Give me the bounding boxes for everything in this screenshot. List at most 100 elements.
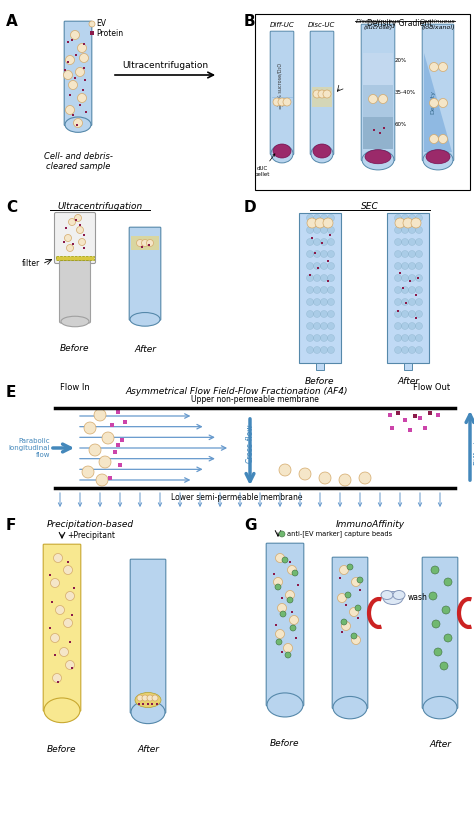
Circle shape: [323, 218, 333, 228]
Ellipse shape: [423, 150, 453, 170]
Text: Density: Density: [430, 90, 436, 114]
Circle shape: [416, 286, 422, 294]
Circle shape: [409, 251, 416, 257]
Circle shape: [432, 620, 440, 628]
Circle shape: [416, 262, 422, 270]
Circle shape: [320, 251, 328, 257]
Text: dUC
pellet: dUC pellet: [255, 154, 275, 177]
Circle shape: [307, 238, 313, 246]
Circle shape: [429, 63, 438, 71]
Circle shape: [341, 619, 347, 625]
Circle shape: [416, 251, 422, 257]
Text: wash: wash: [408, 594, 428, 603]
Circle shape: [307, 310, 313, 318]
Text: D: D: [244, 200, 256, 215]
Circle shape: [403, 218, 413, 228]
Circle shape: [65, 55, 74, 65]
Text: A: A: [6, 14, 18, 29]
Circle shape: [394, 238, 401, 246]
Circle shape: [152, 695, 158, 701]
Text: B: B: [244, 14, 255, 29]
Text: After: After: [137, 745, 159, 754]
Circle shape: [307, 262, 313, 270]
Circle shape: [320, 347, 328, 353]
Text: Discontinuous: Discontinuous: [356, 19, 400, 24]
Circle shape: [313, 238, 320, 246]
Circle shape: [352, 635, 361, 644]
Circle shape: [320, 299, 328, 305]
Text: Flow In: Flow In: [60, 383, 90, 392]
Circle shape: [320, 334, 328, 342]
Circle shape: [416, 347, 422, 353]
Circle shape: [394, 334, 401, 342]
Text: C: C: [6, 200, 17, 215]
Bar: [363, 117, 393, 149]
Circle shape: [409, 214, 416, 222]
Circle shape: [416, 310, 422, 318]
Circle shape: [55, 605, 64, 614]
Ellipse shape: [131, 700, 165, 724]
Ellipse shape: [365, 150, 391, 164]
Circle shape: [288, 566, 297, 575]
Circle shape: [287, 597, 293, 603]
Circle shape: [320, 262, 328, 270]
Circle shape: [64, 70, 73, 79]
Circle shape: [299, 468, 311, 480]
Circle shape: [337, 594, 346, 603]
Text: EV: EV: [96, 20, 106, 28]
Circle shape: [341, 622, 350, 630]
Text: G: G: [244, 518, 256, 533]
Circle shape: [401, 214, 409, 222]
FancyBboxPatch shape: [361, 24, 395, 160]
Text: After: After: [429, 740, 451, 749]
Bar: [363, 53, 393, 85]
Circle shape: [401, 238, 409, 246]
FancyBboxPatch shape: [422, 24, 454, 160]
Circle shape: [275, 584, 281, 590]
Circle shape: [401, 251, 409, 257]
Text: Disc-UC: Disc-UC: [308, 22, 336, 28]
Circle shape: [79, 238, 85, 246]
Circle shape: [351, 633, 357, 639]
Circle shape: [78, 44, 86, 52]
Circle shape: [320, 275, 328, 281]
Circle shape: [142, 240, 148, 246]
Circle shape: [277, 604, 286, 613]
Bar: [255, 14, 470, 190]
Text: After: After: [134, 345, 156, 354]
Circle shape: [313, 323, 320, 329]
Circle shape: [146, 240, 154, 246]
Circle shape: [313, 286, 320, 294]
Text: Lower semi-permeable membrane: Lower semi-permeable membrane: [171, 493, 303, 502]
Circle shape: [276, 639, 282, 645]
Circle shape: [74, 214, 82, 222]
Circle shape: [307, 275, 313, 281]
Circle shape: [99, 456, 111, 468]
Circle shape: [89, 444, 101, 456]
Circle shape: [409, 310, 416, 318]
Circle shape: [444, 578, 452, 586]
Ellipse shape: [65, 117, 91, 132]
Ellipse shape: [381, 590, 393, 600]
Circle shape: [102, 432, 114, 444]
Text: (sucrose): (sucrose): [364, 25, 392, 30]
Circle shape: [328, 262, 335, 270]
Text: +Precipitant: +Precipitant: [67, 530, 115, 539]
Circle shape: [313, 251, 320, 257]
Circle shape: [320, 323, 328, 329]
Text: Protein: Protein: [96, 28, 123, 37]
Text: SEC: SEC: [361, 202, 379, 211]
FancyBboxPatch shape: [422, 557, 458, 709]
Circle shape: [320, 214, 328, 222]
Circle shape: [409, 286, 416, 294]
FancyBboxPatch shape: [55, 213, 95, 264]
Circle shape: [438, 63, 447, 71]
Circle shape: [53, 673, 62, 682]
Circle shape: [313, 227, 320, 233]
Circle shape: [328, 251, 335, 257]
Ellipse shape: [311, 145, 333, 163]
Circle shape: [328, 286, 335, 294]
Text: Before: Before: [305, 377, 335, 386]
Circle shape: [359, 472, 371, 484]
Circle shape: [307, 251, 313, 257]
